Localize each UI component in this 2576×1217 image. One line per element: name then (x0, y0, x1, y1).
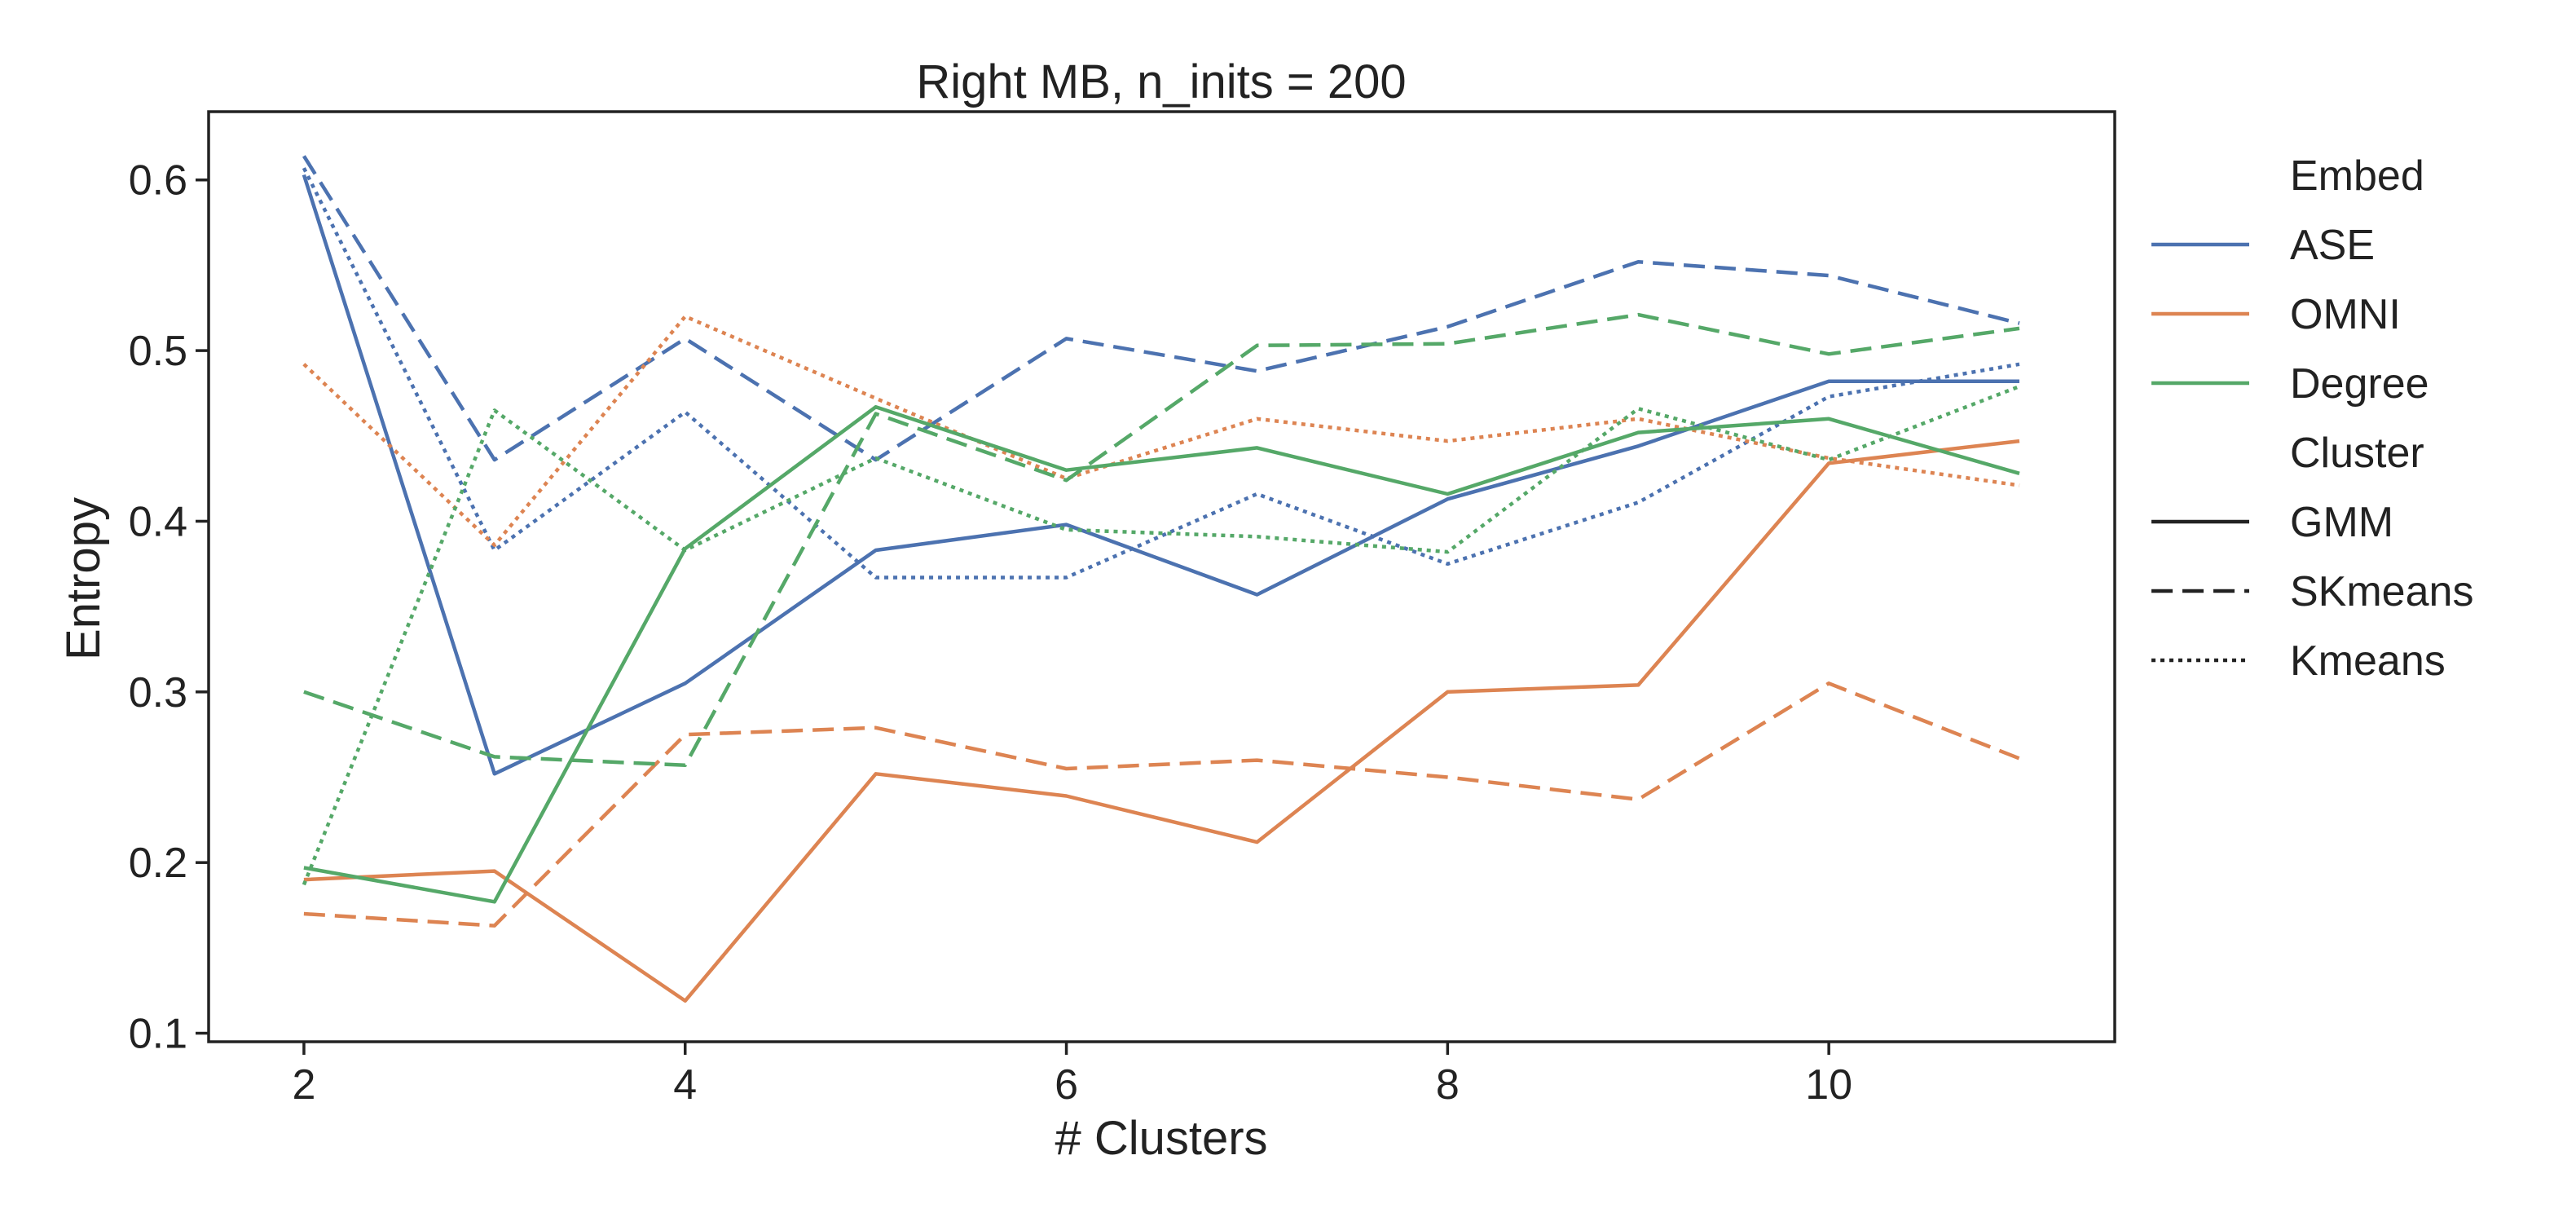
y-tick-label: 0.1 (129, 1011, 187, 1058)
y-axis-label: Entropy (57, 497, 110, 660)
series-line-ase-skmeans (302, 155, 2020, 462)
legend-entry-label: GMM (2290, 499, 2393, 546)
series-line-omni-kmeans (302, 314, 2020, 548)
x-tick-label: 6 (1055, 1061, 1078, 1109)
x-tick-label: 2 (292, 1061, 315, 1109)
y-axis: 0.1 0.2 0.3 0.4 0.5 0.6 (129, 157, 209, 1058)
axes-frame (207, 110, 2116, 1043)
series-line-degree-kmeans (302, 385, 2020, 886)
legend-entry-label: ASE (2290, 222, 2375, 269)
series-line-degree-gmm (303, 404, 2020, 904)
y-tick-label: 0.4 (129, 498, 187, 545)
y-tick-label: 0.5 (129, 328, 187, 375)
x-tick-label: 4 (673, 1061, 697, 1109)
legend: Embed ASE OMNI Degree Cluster GMM SKmeans Kmean… (2151, 152, 2473, 685)
legend-entry-label: SKmeans (2290, 568, 2473, 615)
legend-entry-label: OMNI (2290, 291, 2401, 338)
series-line-omni-gmm (303, 439, 2020, 1003)
series-line-degree-skmeans (303, 312, 2020, 768)
x-axis: 2 4 6 8 10 (292, 1042, 1852, 1109)
legend-entry-label: Kmeans (2290, 637, 2446, 685)
x-axis-label: # Clusters (1055, 1112, 1267, 1165)
y-tick-label: 0.6 (129, 157, 187, 205)
plot-area (302, 155, 2020, 1003)
x-tick-label: 8 (1436, 1061, 1460, 1109)
legend-entry-label: Degree (2290, 360, 2429, 408)
series-line-omni-skmeans (303, 681, 2020, 928)
chart-title: Right MB, n_inits = 200 (916, 55, 1406, 108)
y-tick-label: 0.2 (129, 840, 187, 887)
x-tick-label: 10 (1805, 1061, 1852, 1109)
y-tick-label: 0.3 (129, 669, 187, 717)
legend-group-title: Cluster (2290, 430, 2424, 477)
series-line-ase-gmm (302, 174, 2019, 776)
legend-group-title: Embed (2290, 152, 2424, 200)
series-line-ase-kmeans (302, 167, 2020, 580)
